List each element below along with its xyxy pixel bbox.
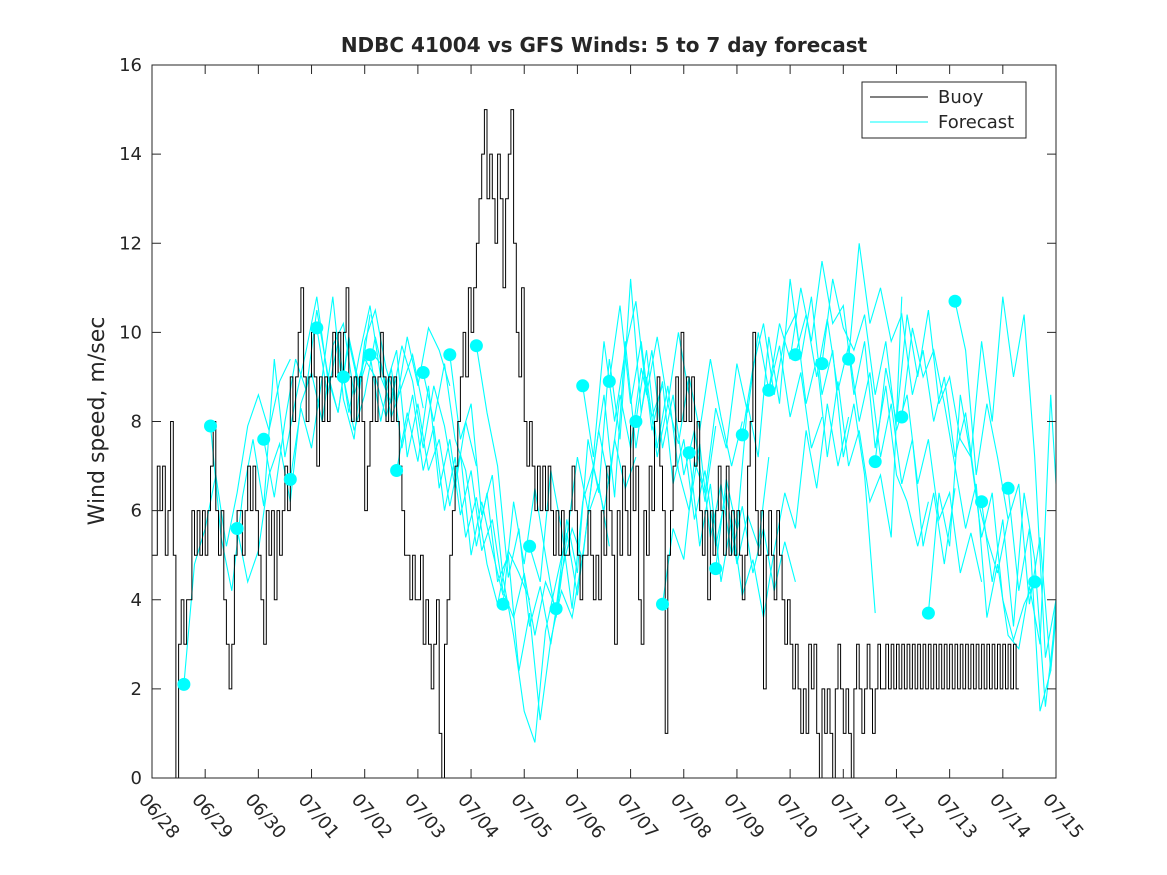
forecast-line-30	[954, 301, 1057, 672]
forecast-start-point	[177, 677, 191, 691]
forecast-start-point	[868, 455, 882, 469]
forecast-start-point	[921, 606, 935, 620]
forecast-line-29	[927, 296, 1057, 658]
forecast-line-19	[661, 332, 823, 605]
chart-title: NDBC 41004 vs GFS Winds: 5 to 7 day fore…	[341, 33, 868, 57]
forecast-start-point	[1001, 481, 1015, 495]
forecast-start-point	[788, 348, 802, 362]
forecast-start-point	[523, 539, 537, 553]
forecast-start-point	[735, 428, 749, 442]
forecast-start-point	[815, 357, 829, 371]
y-tick-label: 6	[131, 501, 142, 522]
y-tick-label: 4	[131, 590, 142, 611]
forecast-line-32	[1007, 488, 1057, 712]
forecast-start-point	[602, 374, 616, 388]
forecast-start-point	[1028, 575, 1042, 589]
forecast-start-point	[656, 597, 669, 611]
forecast-line-22	[741, 296, 903, 538]
forecast-start-point	[204, 419, 217, 433]
y-axis-label: Wind speed, m/sec	[85, 317, 110, 526]
forecast-line-24	[794, 314, 956, 565]
y-tick-label: 2	[131, 679, 142, 700]
forecast-start-point	[549, 602, 563, 616]
forecast-line-26	[848, 243, 1009, 574]
forecast-start-point	[310, 321, 324, 335]
forecast-start-point	[390, 464, 404, 477]
forecast-start-point	[336, 370, 350, 384]
y-tick-label: 12	[119, 233, 142, 254]
y-tick-label: 16	[119, 55, 142, 76]
forecast-start-point	[230, 522, 244, 535]
forecast-line-23	[768, 261, 929, 547]
forecast-line-14	[529, 332, 690, 609]
buoy-series	[152, 109, 1019, 779]
y-tick-label: 14	[119, 144, 142, 165]
y-tick-label: 8	[131, 412, 142, 433]
forecast-start-point	[682, 446, 696, 460]
forecast-line-13	[502, 367, 664, 618]
legend-buoy-label: Buoy	[938, 87, 984, 108]
forecast-start-point	[416, 366, 430, 379]
forecast-start-point	[709, 562, 723, 576]
forecast-start-point	[895, 410, 909, 424]
buoy-line	[152, 109, 1019, 779]
legend-forecast-label: Forecast	[938, 112, 1014, 133]
forecast-start-point	[975, 495, 989, 509]
forecast-line-31	[981, 492, 1057, 707]
forecast-start-point	[469, 339, 483, 353]
forecast-start-point	[948, 294, 962, 308]
legend-box	[861, 81, 1027, 139]
forecast-line-27	[874, 310, 1036, 642]
forecast-start-point	[496, 597, 510, 611]
forecast-line-1	[183, 358, 291, 685]
forecast-start-point	[576, 379, 590, 393]
forecast-start-point	[842, 352, 856, 366]
legend: Buoy Forecast	[861, 81, 1027, 139]
forecast-line-9	[396, 385, 557, 636]
forecast-line-17	[608, 305, 770, 565]
forecast-line-7	[342, 336, 504, 596]
forecast-start-point	[257, 432, 271, 446]
forecast-start-point	[762, 383, 776, 397]
forecast-start-markers	[177, 294, 1042, 691]
forecast-start-point	[363, 348, 377, 362]
y-tick-label: 10	[119, 322, 142, 343]
forecast-start-point	[443, 348, 457, 362]
y-tick-label: 0	[131, 768, 142, 789]
forecast-start-point	[283, 472, 297, 486]
forecast-start-point	[629, 415, 643, 428]
